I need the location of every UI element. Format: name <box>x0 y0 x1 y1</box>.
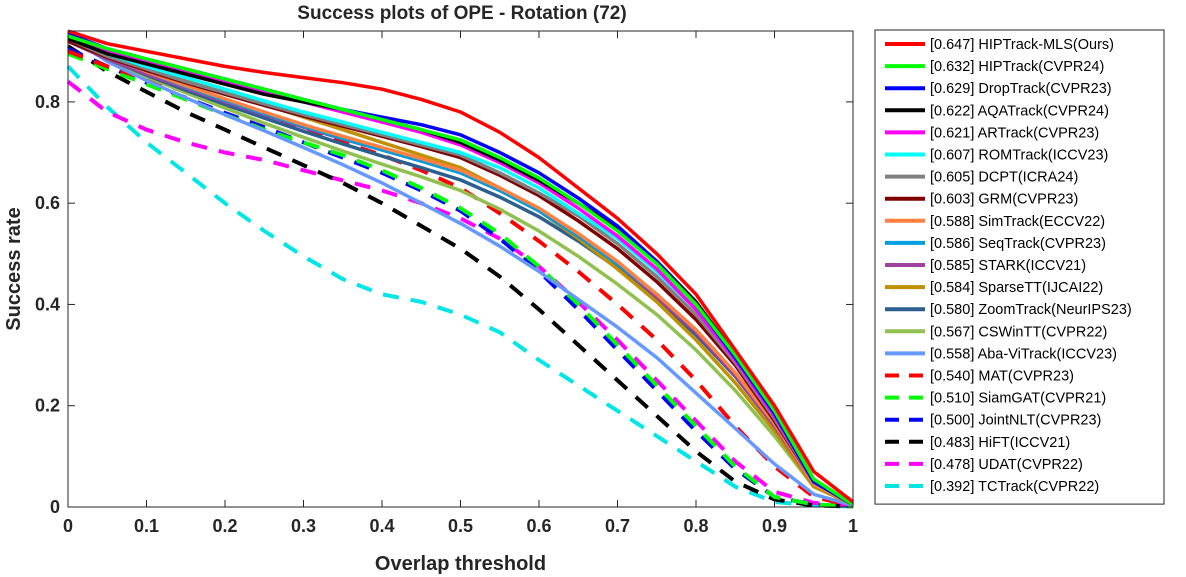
x-tick-label: 0.3 <box>291 516 316 536</box>
legend-label: [0.586] SeqTrack(CVPR23) <box>930 236 1106 252</box>
legend-label: [0.567] CSWinTT(CVPR22) <box>930 324 1107 340</box>
curve-tctrack <box>66 65 854 509</box>
legend-label: [0.603] GRM(CVPR23) <box>930 192 1078 208</box>
legend-label: [0.588] SimTrack(ECCV22) <box>930 214 1105 230</box>
curve-siamgat <box>67 51 854 509</box>
x-tick-label: 1 <box>848 516 858 536</box>
chart-title: Success plots of OPE - Rotation (72) <box>297 3 626 24</box>
curve-romtrack <box>67 34 854 507</box>
x-tick-label: 0.5 <box>448 516 473 536</box>
legend-label: [0.392] TCTrack(CVPR22) <box>930 479 1099 495</box>
legend-label: [0.478] UDAT(CVPR22) <box>930 457 1083 473</box>
legend-label: [0.580] ZoomTrack(NeurIPS23) <box>930 302 1132 318</box>
curve-aba-vitrack <box>67 34 854 508</box>
curve-droptrack <box>67 31 854 507</box>
curve-simtrack <box>67 37 854 507</box>
legend-label: [0.622] AQATrack(CVPR24) <box>930 103 1109 119</box>
curve-jointnlt <box>67 46 854 509</box>
legend-label: [0.500] JointNLT(CVPR23) <box>930 413 1101 429</box>
curve-sparsett <box>67 39 854 507</box>
x-axis-label: Overlap threshold <box>375 553 546 575</box>
y-tick-label: 0.4 <box>35 294 60 314</box>
x-tick-label: 0.6 <box>526 516 551 536</box>
legend-label: [0.558] Aba-ViTrack(ICCV23) <box>930 346 1117 362</box>
curve-seqtrack <box>67 34 854 507</box>
y-tick-label: 0.8 <box>35 92 60 112</box>
x-tick-label: 0.7 <box>605 516 630 536</box>
y-tick-label: 0.6 <box>35 193 60 213</box>
plot-curves <box>66 29 855 509</box>
x-tick-label: 0.4 <box>369 516 394 536</box>
legend-label: [0.629] DropTrack(CVPR23) <box>930 81 1112 97</box>
y-axis-ticks: 0 0.2 0.4 0.6 0.8 <box>35 92 853 517</box>
curve-dcpt <box>67 37 854 507</box>
legend-label: [0.540] MAT(CVPR23) <box>930 369 1074 385</box>
legend-label: [0.483] HiFT(ICCV21) <box>930 435 1070 451</box>
legend-label: [0.510] SiamGAT(CVPR21) <box>930 391 1106 407</box>
legend: [0.647] HIPTrack-MLS(Ours) [0.632] HIPTra… <box>874 29 1165 505</box>
x-axis-ticks: 0 0.1 0.2 0.3 0.4 0.5 0.6 0.7 0.8 0.9 1 <box>63 31 858 536</box>
curve-hiptrack-mls <box>67 29 855 504</box>
curve-aqatrack <box>67 36 854 507</box>
x-tick-label: 0.8 <box>683 516 708 536</box>
curve-cswintt <box>67 37 854 507</box>
y-tick-label: 0.2 <box>35 396 60 416</box>
x-tick-label: 0.2 <box>212 516 237 536</box>
y-tick-label: 0 <box>50 497 60 517</box>
legend-items: [0.647] HIPTrack-MLS(Ours) [0.632] HIPTra… <box>885 37 1132 495</box>
legend-label: [0.607] ROMTrack(ICCV23) <box>930 148 1108 164</box>
curve-mat <box>67 49 854 508</box>
plot-frame <box>67 30 854 508</box>
x-tick-label: 0 <box>63 516 73 536</box>
y-axis-label: Success rate <box>3 207 25 330</box>
curve-udat <box>66 80 854 508</box>
curve-hiptrack <box>67 34 854 506</box>
curve-hift <box>66 44 854 509</box>
legend-label: [0.605] DCPT(ICRA24) <box>930 170 1078 186</box>
x-tick-label: 0.9 <box>762 516 787 536</box>
x-tick-label: 0.1 <box>134 516 159 536</box>
legend-label: [0.585] STARK(ICCV21) <box>930 258 1086 274</box>
legend-label: [0.632] HIPTrack(CVPR24) <box>930 59 1104 75</box>
legend-label: [0.584] SparseTT(IJCAI22) <box>930 280 1103 296</box>
legend-label: [0.647] HIPTrack-MLS(Ours) <box>930 37 1114 53</box>
curve-artrack <box>67 34 854 507</box>
legend-label: [0.621] ARTrack(CVPR23) <box>930 125 1099 141</box>
